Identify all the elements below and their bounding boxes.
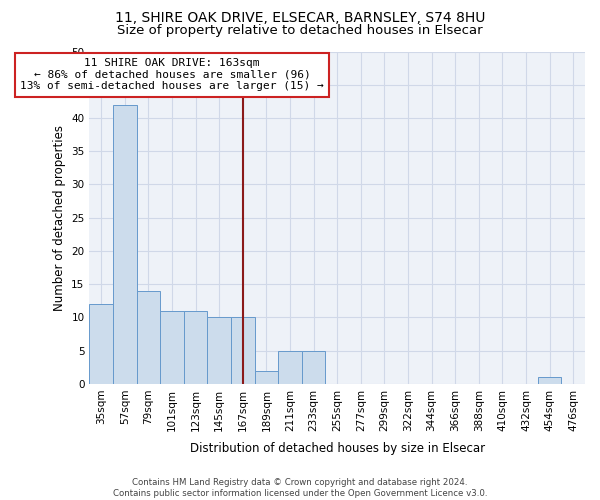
Y-axis label: Number of detached properties: Number of detached properties [53, 124, 66, 310]
Text: 11 SHIRE OAK DRIVE: 163sqm
← 86% of detached houses are smaller (96)
13% of semi: 11 SHIRE OAK DRIVE: 163sqm ← 86% of deta… [20, 58, 324, 92]
Bar [208, 318, 231, 384]
Text: 11, SHIRE OAK DRIVE, ELSECAR, BARNSLEY, S74 8HU: 11, SHIRE OAK DRIVE, ELSECAR, BARNSLEY, … [115, 11, 485, 25]
X-axis label: Distribution of detached houses by size in Elsecar: Distribution of detached houses by size … [190, 442, 485, 455]
Bar [302, 350, 325, 384]
Bar [89, 304, 113, 384]
Bar [160, 311, 184, 384]
Bar [113, 104, 137, 384]
Text: Contains HM Land Registry data © Crown copyright and database right 2024.
Contai: Contains HM Land Registry data © Crown c… [113, 478, 487, 498]
Bar [254, 370, 278, 384]
Bar [278, 350, 302, 384]
Text: Size of property relative to detached houses in Elsecar: Size of property relative to detached ho… [117, 24, 483, 37]
Bar [137, 291, 160, 384]
Bar [538, 378, 562, 384]
Bar [231, 318, 254, 384]
Bar [184, 311, 208, 384]
